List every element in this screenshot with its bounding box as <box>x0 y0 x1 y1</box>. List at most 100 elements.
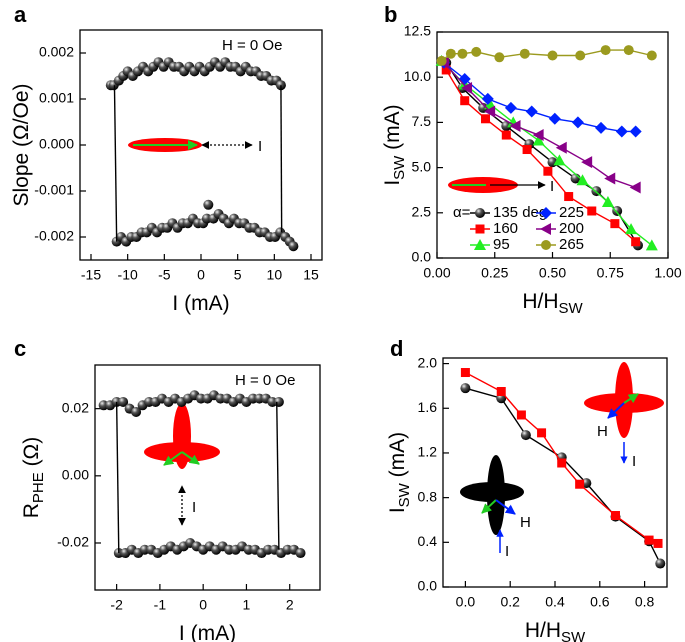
data-point <box>595 121 608 134</box>
data-point <box>610 511 620 521</box>
data-point <box>131 407 142 418</box>
x-tick-label: 0.4 <box>545 594 565 610</box>
series <box>115 401 120 554</box>
y-axis-label-main: R <box>20 503 43 518</box>
data-point <box>461 82 473 95</box>
data-point <box>532 134 545 146</box>
y-axis-label: ISW (mA) <box>381 104 408 185</box>
annotation: I <box>505 543 509 560</box>
x-tick-label: -5 <box>158 267 171 283</box>
legend-marker <box>474 239 486 250</box>
series <box>441 65 641 247</box>
y-tick-label: -0.002 <box>34 228 74 244</box>
x-axis-label-main: I (mA) <box>172 292 229 315</box>
y-axis-label: Slope (Ω/Oe) <box>10 83 33 206</box>
annotation: I <box>258 138 262 155</box>
legend-marker <box>540 223 551 235</box>
data-point <box>581 156 593 169</box>
legend-marker <box>475 224 485 234</box>
y-tick-label: 0.8 <box>418 488 438 504</box>
legend-marker <box>475 208 485 218</box>
data-point <box>646 50 657 61</box>
annotation: H = 0 Oe <box>235 372 295 389</box>
x-axis-label: I (mA) <box>179 622 236 642</box>
data-point <box>460 368 470 378</box>
series-line <box>441 60 653 246</box>
data-point <box>653 538 663 548</box>
y-tick-label: 2.0 <box>418 354 438 370</box>
x-axis-label-main: I (mA) <box>179 622 236 642</box>
series <box>276 401 280 550</box>
x-tick-label: 0.00 <box>423 265 450 281</box>
inset-b <box>448 177 546 193</box>
data-point <box>532 129 544 142</box>
annotation: H = 0 Oe <box>222 37 282 54</box>
y-axis-label-tail: (mA) <box>386 432 409 483</box>
series <box>437 56 642 138</box>
y-axis-label-tail: (mA) <box>381 104 404 155</box>
data-point <box>575 50 586 61</box>
annotation: I <box>192 499 196 516</box>
series <box>437 56 641 194</box>
legend-label: 135 deg <box>493 204 547 221</box>
series-line <box>443 62 636 133</box>
y-axis-label-sub: SW <box>391 155 408 180</box>
y-tick-label: 0.000 <box>39 136 74 152</box>
data-point <box>295 548 306 559</box>
y-tick-label: 7.5 <box>412 113 432 129</box>
annotation: I <box>550 178 554 195</box>
x-tick-label: -10 <box>118 267 138 283</box>
data-point <box>631 237 641 247</box>
x-tick-label: 10 <box>267 267 283 283</box>
data-point <box>504 101 517 114</box>
legend-entry: 225 <box>536 204 584 221</box>
x-tick-label: 0.25 <box>481 265 508 281</box>
y-axis-label: ISW (mA) <box>386 432 413 513</box>
x-axis-label: H/HSW <box>522 290 583 317</box>
series-line <box>113 85 118 242</box>
series-line <box>280 85 283 233</box>
x-tick-label: 2 <box>286 597 294 613</box>
x-axis-label: I (mA) <box>172 292 229 315</box>
x-tick-label: 0.50 <box>539 265 566 281</box>
y-tick-label: 0.00 <box>62 467 89 483</box>
y-tick-label: 0.0 <box>418 578 438 594</box>
y-tick-label: 0.4 <box>418 533 438 549</box>
x-tick-label: 0.2 <box>500 594 520 610</box>
data-point <box>501 121 512 132</box>
x-tick-label: 15 <box>303 267 319 283</box>
x-axis-label-sub: SW <box>559 300 584 317</box>
annotation: H <box>520 514 531 531</box>
annotation: H <box>597 423 608 440</box>
data-point <box>625 223 638 235</box>
panel-label: b <box>384 2 397 27</box>
series-line <box>445 69 637 243</box>
data-point <box>623 45 634 56</box>
legend-entry: 265 <box>536 236 584 253</box>
data-point <box>587 206 597 216</box>
y-tick-label: 0.02 <box>62 399 89 415</box>
series-line <box>465 387 661 564</box>
data-point <box>553 154 566 166</box>
y-tick-label: 1.6 <box>418 399 438 415</box>
data-point <box>481 114 491 124</box>
y-axis-label-main: Slope (Ω/Oe) <box>10 83 33 206</box>
data-point <box>273 396 284 407</box>
y-tick-label: 1.2 <box>418 444 438 460</box>
data-point <box>600 45 611 56</box>
legend-label: 265 <box>559 236 584 253</box>
legend-marker <box>540 207 552 219</box>
y-tick-label: 0.0 <box>412 249 432 265</box>
data-point <box>644 535 654 545</box>
x-axis-label-main: H/H <box>525 619 561 642</box>
data-point <box>484 105 496 118</box>
x-tick-label: 0.0 <box>456 594 476 610</box>
series-line <box>115 401 120 554</box>
series <box>113 537 306 559</box>
y-axis-label-tail: (Ω) <box>20 437 43 473</box>
inset-c <box>144 403 220 526</box>
inset-a <box>128 138 253 152</box>
series <box>111 199 299 252</box>
x-tick-label: 0 <box>197 267 205 283</box>
